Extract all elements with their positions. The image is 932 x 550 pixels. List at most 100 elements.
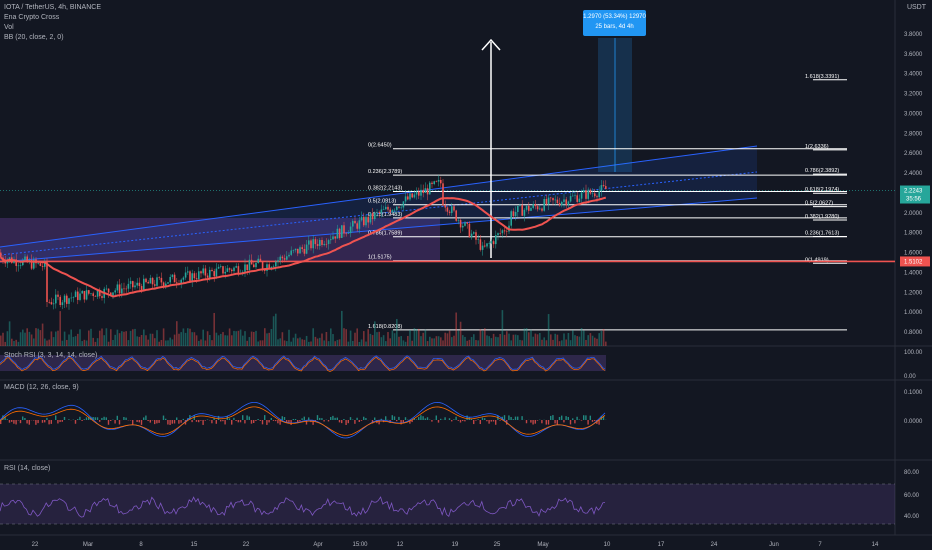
volume-bar — [107, 341, 110, 346]
macd-hist-bar — [418, 417, 420, 420]
volume-bar — [96, 338, 99, 346]
candle-body — [532, 204, 534, 208]
macd-hist-bar — [356, 417, 358, 420]
candle-body — [41, 265, 44, 267]
volume-bar — [244, 331, 246, 346]
candle-body — [530, 207, 532, 211]
candle-body — [83, 291, 86, 300]
volume-bar — [11, 338, 13, 346]
candle-body — [354, 220, 356, 224]
volume-bar — [495, 336, 497, 346]
volume-bar — [600, 330, 603, 346]
volume-bar — [431, 338, 433, 346]
volume-bar — [343, 328, 345, 346]
macd-hist-bar — [457, 420, 459, 421]
candle-body — [486, 243, 488, 247]
candle-body — [275, 261, 277, 267]
macd-hist-bar — [301, 418, 303, 420]
candle-body — [145, 278, 147, 283]
candle-body — [123, 288, 125, 290]
candle-body — [583, 190, 585, 193]
x-tick-label: Mar — [83, 542, 93, 548]
macd-hist-bar — [550, 415, 552, 420]
volume-bar — [435, 336, 438, 346]
macd-hist-bar — [435, 415, 437, 420]
volume-bar — [297, 338, 299, 346]
candle-body — [576, 195, 578, 202]
symbol-title: IOTA / TetherUS, 4h, BINANCE — [4, 4, 101, 11]
macd-hist-bar — [8, 420, 11, 423]
candle-body — [365, 216, 367, 226]
candle-body — [81, 291, 83, 294]
x-tick-label: Apr — [313, 542, 322, 548]
volume-bar — [369, 333, 372, 346]
macd-hist-bar — [74, 420, 77, 424]
volume-bar — [409, 329, 411, 346]
volume-bar — [233, 330, 235, 346]
candle-body — [105, 288, 108, 290]
candle-body — [453, 206, 455, 211]
candle-body — [514, 211, 517, 217]
macd-hist-bar — [231, 420, 233, 425]
volume-bar — [228, 328, 231, 346]
candle-body — [409, 193, 411, 200]
volume-bar — [358, 341, 361, 346]
currency-label: USDT — [906, 4, 926, 11]
volume-bar — [475, 340, 477, 346]
volume-bar — [39, 330, 42, 346]
macd-hist-bar — [312, 420, 314, 425]
macd-hist-bar — [545, 420, 547, 425]
macd-hist-bar — [266, 420, 268, 425]
macd-hist-bar — [200, 420, 202, 421]
macd-hist-bar — [338, 420, 341, 423]
rsi-band — [0, 484, 895, 524]
volume-bar — [110, 329, 112, 346]
candle-body — [545, 199, 548, 205]
candle-body — [341, 225, 343, 238]
macd-hist-bar — [473, 420, 475, 425]
candle-body — [222, 266, 224, 274]
volume-bar — [424, 329, 427, 346]
volume-bar — [545, 340, 548, 346]
candle-body — [55, 294, 57, 304]
fib-left-label: 0.5(2.0813) — [368, 199, 396, 205]
candle-body — [259, 258, 262, 262]
volume-bar — [92, 337, 94, 346]
candle-body — [499, 233, 501, 234]
macd-hist-bar — [123, 416, 125, 420]
macd-hist-bar — [19, 420, 22, 424]
candle-body — [171, 274, 174, 277]
candle-body — [319, 239, 321, 246]
candle-body — [440, 179, 442, 184]
candle-body — [167, 282, 169, 284]
candle-body — [279, 256, 281, 261]
x-tick-label: 15:00 — [352, 542, 368, 548]
macd-hist-bar — [169, 420, 171, 425]
candle-body — [591, 193, 594, 194]
candle-body — [235, 266, 237, 268]
volume-bar — [57, 330, 59, 346]
macd-hist-bar — [488, 420, 490, 424]
candle-body — [99, 290, 101, 297]
volume-bar — [294, 333, 297, 346]
candle-body — [299, 247, 301, 254]
volume-bar — [217, 335, 220, 346]
macd-hist-bar — [521, 416, 523, 420]
candle-body — [70, 297, 72, 299]
candle-body — [543, 199, 545, 211]
candle-body — [360, 216, 363, 221]
macd-hist-bar — [125, 417, 127, 420]
candle-body — [48, 302, 50, 303]
candle-body — [444, 205, 446, 208]
volume-bar — [393, 333, 396, 346]
volume-bar — [105, 328, 108, 346]
macd-hist-bar — [567, 416, 569, 420]
candle-body — [517, 205, 519, 212]
candle-body — [479, 239, 482, 250]
macd-hist-bar — [145, 415, 147, 420]
candle-body — [151, 277, 154, 285]
x-tick-label: May — [537, 542, 548, 548]
candle-body — [33, 259, 35, 269]
candle-body — [512, 211, 515, 217]
